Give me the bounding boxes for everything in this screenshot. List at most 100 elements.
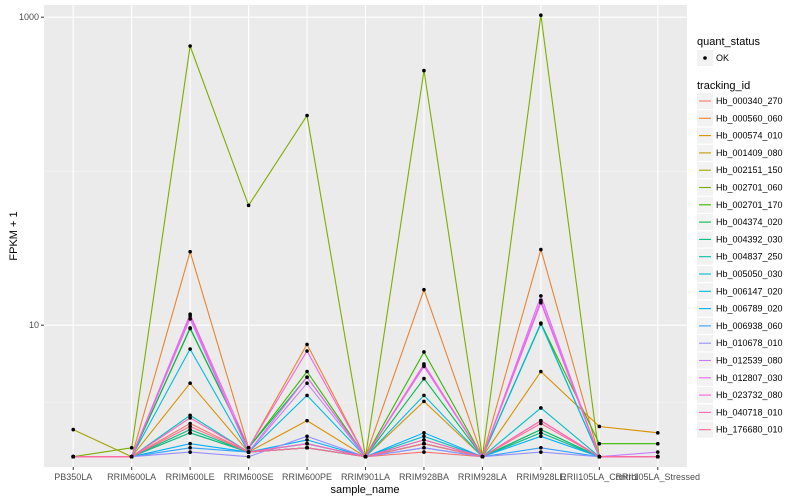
legend-label-hb-040718-010: Hb_040718_010 xyxy=(716,407,783,417)
axis-ticks: 10 1000 PB350LA RRIM600LA RRIM600LE RRIM600SE… xyxy=(19,12,700,482)
legend-entry-hb-040718-010: Hb_040718_010 xyxy=(697,404,783,421)
point-hb-006789-020-rrim600pe xyxy=(305,438,309,442)
point-hb-176680-010-rrim928le xyxy=(539,421,543,426)
point-hb-023732-080-rrim600se xyxy=(246,445,251,450)
point-hb-002701-060-rrim600se xyxy=(246,203,251,208)
point-hb-005050-030-rrim928ba xyxy=(422,434,426,439)
point-hb-005050-030-rrim928le xyxy=(539,406,543,410)
point-hb-006789-020-rrim928ba xyxy=(422,431,426,435)
point-hb-002701-060-rrim928le xyxy=(539,13,543,18)
legend-label-hb-006789-020: Hb_006789_020 xyxy=(716,304,783,314)
legend-label-hb-012539-080: Hb_012539_080 xyxy=(716,356,783,366)
data-points xyxy=(71,13,660,459)
point-hb-040718-010-rrim600le xyxy=(188,416,192,420)
point-hb-176680-010-rrim600le xyxy=(188,424,192,429)
point-hb-000574-010-rrii105la-stressed xyxy=(655,431,660,435)
point-hb-000574-010-rrim600le xyxy=(188,381,192,386)
x-tick-label-rrim928ba: RRIM928BA xyxy=(399,472,449,482)
legend-entry-hb-002701-170: Hb_002701_170 xyxy=(697,196,783,213)
point-hb-000574-010-rrim928le xyxy=(539,369,543,374)
y-tick-label-0: 10 xyxy=(29,320,39,330)
x-tick-label-rrii105la-control: RRII105LA_Control xyxy=(560,472,638,482)
legend-entry-hb-000560-060: Hb_000560_060 xyxy=(697,110,783,127)
point-hb-010678-010-rrim600le xyxy=(188,450,192,454)
point-hb-012539-080-rrim600le xyxy=(188,317,192,321)
point-hb-004837-250-rrim600le xyxy=(188,431,192,435)
point-hb-023732-080-rrim928le xyxy=(539,300,543,305)
point-hb-004374-020-rrim928ba xyxy=(422,376,426,381)
legend-entry-hb-000340-270: Hb_000340_270 xyxy=(697,93,783,109)
point-hb-010678-010-rrim600se xyxy=(246,454,251,459)
legend-entry-hb-176680-010: Hb_176680_010 xyxy=(697,421,783,438)
point-hb-002701-170-rrim600pe xyxy=(305,369,309,374)
point-hb-002701-170-rrii105la-control xyxy=(597,441,602,446)
legend-entry-hb-002151-150: Hb_002151_150 xyxy=(697,162,783,179)
point-hb-000560-060-rrim600le xyxy=(188,249,192,254)
legend-label-hb-023732-080: Hb_023732_080 xyxy=(716,390,783,400)
point-hb-012807-030-rrim600pe xyxy=(305,375,309,379)
point-hb-006938-060-rrim928le xyxy=(539,445,543,450)
point-hb-010678-010-rrim928ba xyxy=(422,445,426,450)
point-hb-176680-010-rrim901la xyxy=(363,454,368,459)
point-hb-176680-010-rrim928ba xyxy=(422,441,426,446)
legend-label-hb-002151-150: Hb_002151_150 xyxy=(716,165,783,175)
point-hb-040718-010-rrim600pe xyxy=(305,441,309,446)
point-hb-006789-020-rrim928le xyxy=(539,434,543,439)
point-hb-006147-020-rrim600le xyxy=(188,347,192,351)
point-hb-004392-030-rrim928le xyxy=(539,427,543,432)
legend-label-ok: OK xyxy=(716,53,729,63)
legend-label-hb-002701-060: Hb_002701_060 xyxy=(716,183,783,193)
legend-entry-hb-006938-060: Hb_006938_060 xyxy=(697,317,783,334)
legend-entry-hb-001409-080: Hb_001409_080 xyxy=(697,144,783,161)
x-tick-label-rrii105la-stressed: RRII105LA_Stressed xyxy=(615,472,700,482)
legend-label-hb-004392-030: Hb_004392_030 xyxy=(716,234,783,244)
x-tick-label-rrim901la: RRIM901LA xyxy=(341,472,390,482)
point-hb-176680-010-rrii105la-stressed xyxy=(655,454,660,459)
legend-label-hb-006147-020: Hb_006147_020 xyxy=(716,286,783,296)
legend-label-hb-006938-060: Hb_006938_060 xyxy=(716,321,783,331)
point-hb-000574-010-rrim928ba xyxy=(422,399,426,404)
y-axis-title: FPKM + 1 xyxy=(8,211,20,260)
legend-label-hb-000340-270: Hb_000340_270 xyxy=(716,96,783,106)
legend-label-hb-012807-030: Hb_012807_030 xyxy=(716,373,783,383)
x-tick-label-rrim600se: RRIM600SE xyxy=(224,472,274,482)
point-hb-012807-030-rrim928le xyxy=(539,294,543,298)
legend-entry-hb-012539-080: Hb_012539_080 xyxy=(697,352,783,369)
point-hb-176680-010-rrii105la-control xyxy=(597,454,602,459)
point-hb-004837-250-rrim928le xyxy=(539,431,543,435)
legend-entry-hb-006147-020: Hb_006147_020 xyxy=(697,283,783,300)
point-hb-176680-010-rrim928la xyxy=(480,454,485,459)
point-hb-002701-170-rrii105la-stressed xyxy=(655,441,660,446)
point-hb-006147-020-rrim600pe xyxy=(305,393,309,398)
legend-entry-hb-012807-030: Hb_012807_030 xyxy=(697,369,783,386)
point-hb-005050-030-rrim600le xyxy=(188,413,192,418)
legend-label-hb-010678-010: Hb_010678_010 xyxy=(716,338,783,348)
legend-entry-hb-023732-080: Hb_023732_080 xyxy=(697,387,783,404)
legend-title-tracking-id: tracking_id xyxy=(697,80,750,92)
point-hb-176680-010-rrim600pe xyxy=(305,445,309,450)
point-hb-000574-010-rrii105la-control xyxy=(597,424,602,429)
legend-title-quant-status: quant_status xyxy=(697,36,760,48)
legend-label-hb-002701-170: Hb_002701_170 xyxy=(716,200,783,210)
legend-label-hb-001409-080: Hb_001409_080 xyxy=(716,148,783,158)
legend-entry-hb-002701-060: Hb_002701_060 xyxy=(697,179,783,196)
legend: quant_status OK tracking_id Hb_000340_27… xyxy=(697,36,783,438)
x-tick-label-rrim600le: RRIM600LE xyxy=(166,472,215,482)
legend-entry-hb-000574-010: Hb_000574_010 xyxy=(697,127,783,144)
legend-label-hb-005050-030: Hb_005050_030 xyxy=(716,269,783,279)
x-tick-label-rrim928le: RRIM928LE xyxy=(516,472,565,482)
legend-entry-hb-010678-010: Hb_010678_010 xyxy=(697,335,783,352)
point-hb-010678-010-rrim600pe xyxy=(305,434,309,439)
point-hb-176680-010-pb350la xyxy=(71,454,76,459)
grid-lines xyxy=(44,5,687,467)
legend-entry-hb-006789-020: Hb_006789_020 xyxy=(697,300,783,317)
point-hb-000340-270-rrim600le xyxy=(188,421,192,426)
legend-label-hb-176680-010: Hb_176680_010 xyxy=(716,425,783,435)
point-hb-040718-010-rrim928le xyxy=(539,418,543,423)
legend-point-ok-icon xyxy=(703,56,707,60)
point-hb-000574-010-rrim600pe xyxy=(305,418,309,423)
x-tick-label-rrim600la: RRIM600LA xyxy=(107,472,156,482)
legend-entry-hb-004392-030: Hb_004392_030 xyxy=(697,231,783,248)
point-hb-002701-060-rrim600le xyxy=(188,44,192,48)
